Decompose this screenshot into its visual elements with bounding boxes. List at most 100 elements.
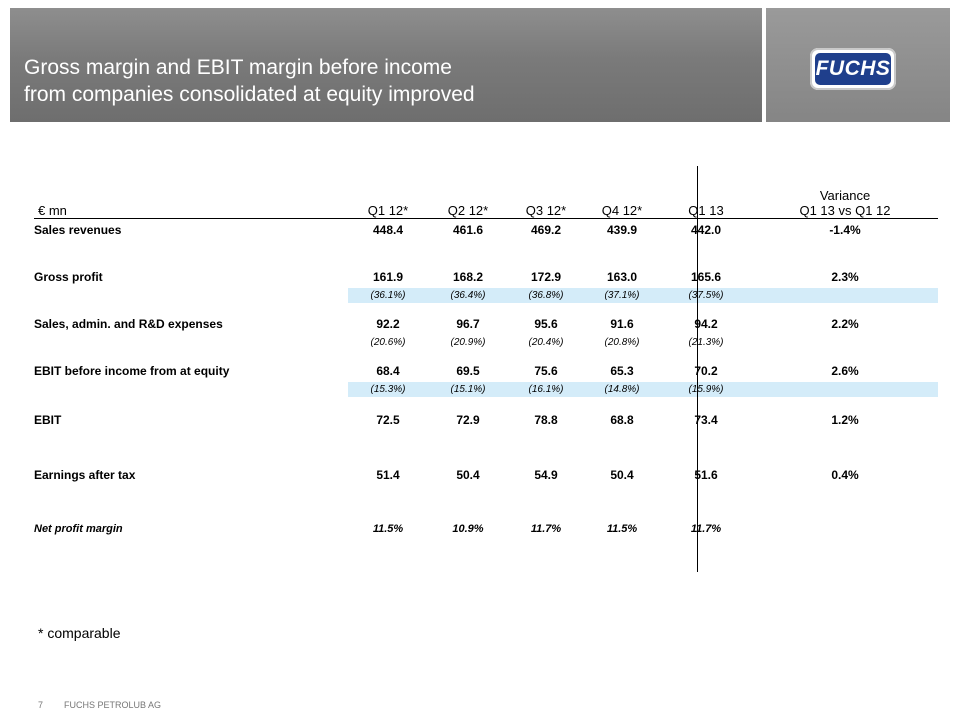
margin-cell: (20.8%) (604, 337, 640, 348)
table-cell-empty (752, 382, 938, 397)
table-cell: 75.6 (534, 364, 558, 378)
slide-title: Gross margin and EBIT margin before inco… (24, 54, 475, 108)
table-cell: 96.7 (456, 317, 480, 331)
table-cell: 68.4 (376, 364, 400, 378)
table-cell: 68.8 (610, 413, 634, 427)
table-cell: 95.6 (534, 317, 558, 331)
table-cell: 10.9% (452, 523, 484, 535)
logo-panel: FUCHS (766, 8, 950, 122)
company-name: FUCHS PETROLUB AG (64, 700, 162, 710)
column-header-unit: € mn (34, 164, 348, 219)
row-spacer (34, 350, 938, 360)
table-cell: 442.0 (690, 223, 722, 237)
margin-cell: (15.1%) (428, 382, 508, 397)
table-cell: 469.2 (530, 223, 562, 237)
table-cell: 163.0 (606, 270, 638, 284)
margin-cell: (37.5%) (660, 288, 752, 303)
table-cell-empty (34, 288, 348, 303)
table-row: Net profit margin 11.5% 10.9% 11.7% 11.5… (34, 518, 938, 540)
margin-cell: (20.6%) (370, 337, 406, 348)
table-cell: 51.4 (376, 468, 400, 482)
table-cell: 2.3% (831, 270, 859, 284)
margin-cell: (20.9%) (450, 337, 486, 348)
table-cell-empty (752, 288, 938, 303)
margin-cell: (21.3%) (688, 337, 724, 348)
column-header-variance: Variance Q1 13 vs Q1 12 (752, 164, 938, 219)
table-cell: 72.9 (456, 413, 480, 427)
margin-cell: (20.4%) (528, 337, 564, 348)
table-cell: 448.4 (372, 223, 404, 237)
financial-table: € mn Q1 12* Q2 12* Q3 12* Q4 12* Q1 13 V… (34, 164, 938, 540)
table-row: Sales revenues 448.4 461.6 469.2 439.9 4… (34, 219, 938, 242)
table-cell-empty (34, 335, 348, 350)
margin-cell: (14.8%) (584, 382, 660, 397)
table-cell: 69.5 (456, 364, 480, 378)
table-cell: -1.4% (829, 223, 861, 237)
footnote: * comparable (38, 625, 121, 641)
slide-title-line-2: from companies consolidated at equity im… (24, 83, 475, 106)
table-cell: 11.5% (606, 523, 638, 535)
row-label: Earnings after tax (34, 468, 136, 482)
margin-cell: (36.8%) (508, 288, 584, 303)
table-cell: 172.9 (530, 270, 562, 284)
table-cell: 50.4 (610, 468, 634, 482)
table-cell: 78.8 (534, 413, 558, 427)
table-cell-empty (34, 382, 348, 397)
fuchs-logo-mark: FUCHS (815, 53, 891, 85)
table-cell: 165.6 (690, 270, 722, 284)
table-row: Sales, admin. and R&D expenses 92.2 96.7… (34, 313, 938, 335)
table-header-row: € mn Q1 12* Q2 12* Q3 12* Q4 12* Q1 13 V… (34, 164, 938, 219)
table-cell-empty (752, 518, 938, 540)
variance-header-line-2: Q1 13 vs Q1 12 (799, 203, 891, 218)
page-number: 7 (38, 700, 44, 710)
table-cell-empty (752, 335, 938, 350)
table-cell: 70.2 (694, 364, 718, 378)
row-label: Gross profit (34, 270, 103, 284)
table-row: Gross profit 161.9 168.2 172.9 163.0 165… (34, 266, 938, 288)
margin-cell: (15.3%) (348, 382, 428, 397)
table-cell: 0.4% (831, 468, 859, 482)
table-cell: 51.6 (694, 468, 718, 482)
table-cell: 94.2 (694, 317, 718, 331)
table-cell: 11.7% (530, 523, 562, 535)
margin-row-highlighted: (15.3%) (15.1%) (16.1%) (14.8%) (15.9%) (34, 382, 938, 397)
table-cell: 73.4 (694, 413, 718, 427)
row-spacer (34, 397, 938, 409)
table-cell: 1.2% (831, 413, 859, 427)
table-row: Earnings after tax 51.4 50.4 54.9 50.4 5… (34, 464, 938, 486)
table-cell: 11.7% (690, 523, 722, 535)
column-header-q3-12: Q3 12* (508, 164, 584, 219)
row-spacer (34, 303, 938, 313)
row-label: EBIT (34, 413, 62, 427)
table-cell: 72.5 (376, 413, 400, 427)
title-banner: Gross margin and EBIT margin before inco… (10, 8, 762, 122)
table-cell: 461.6 (452, 223, 484, 237)
margin-cell: (36.1%) (348, 288, 428, 303)
table-cell: 2.2% (831, 317, 859, 331)
variance-header-line-1: Variance (819, 188, 871, 203)
margin-cell: (37.1%) (584, 288, 660, 303)
row-label: Net profit margin (34, 523, 123, 535)
table-row: EBIT 72.5 72.9 78.8 68.8 73.4 1.2% (34, 409, 938, 431)
column-header-q2-12: Q2 12* (428, 164, 508, 219)
table-row: EBIT before income from at equity 68.4 6… (34, 360, 938, 382)
table-cell: 65.3 (610, 364, 634, 378)
margin-row-highlighted: (36.1%) (36.4%) (36.8%) (37.1%) (37.5%) (34, 288, 938, 303)
column-header-q1-13: Q1 13 (660, 164, 752, 219)
table-cell: 50.4 (456, 468, 480, 482)
row-label: EBIT before income from at equity (34, 364, 230, 378)
slide-title-line-1: Gross margin and EBIT margin before inco… (24, 56, 452, 79)
row-label: Sales, admin. and R&D expenses (34, 317, 223, 331)
table-cell: 92.2 (376, 317, 400, 331)
row-spacer (34, 486, 938, 518)
table-cell: 161.9 (372, 270, 404, 284)
row-spacer (34, 241, 938, 266)
column-divider (697, 166, 698, 572)
margin-cell: (16.1%) (508, 382, 584, 397)
fuchs-logo: FUCHS (810, 48, 896, 90)
table-cell: 168.2 (452, 270, 484, 284)
table-cell: 11.5% (372, 523, 404, 535)
margin-row: (20.6%) (20.9%) (20.4%) (20.8%) (21.3%) (34, 335, 938, 350)
column-header-q4-12: Q4 12* (584, 164, 660, 219)
table-cell: 439.9 (606, 223, 638, 237)
